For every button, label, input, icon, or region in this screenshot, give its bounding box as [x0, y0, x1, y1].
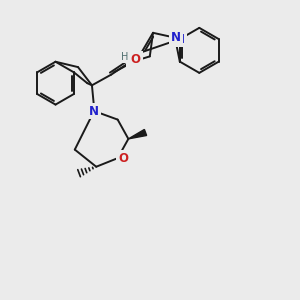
Text: H: H	[122, 52, 129, 62]
Text: N: N	[89, 104, 99, 118]
Text: N: N	[175, 33, 185, 46]
Text: N: N	[171, 31, 181, 44]
Text: N: N	[128, 55, 138, 68]
Polygon shape	[128, 129, 147, 139]
Text: O: O	[118, 152, 128, 165]
Text: O: O	[131, 53, 141, 66]
